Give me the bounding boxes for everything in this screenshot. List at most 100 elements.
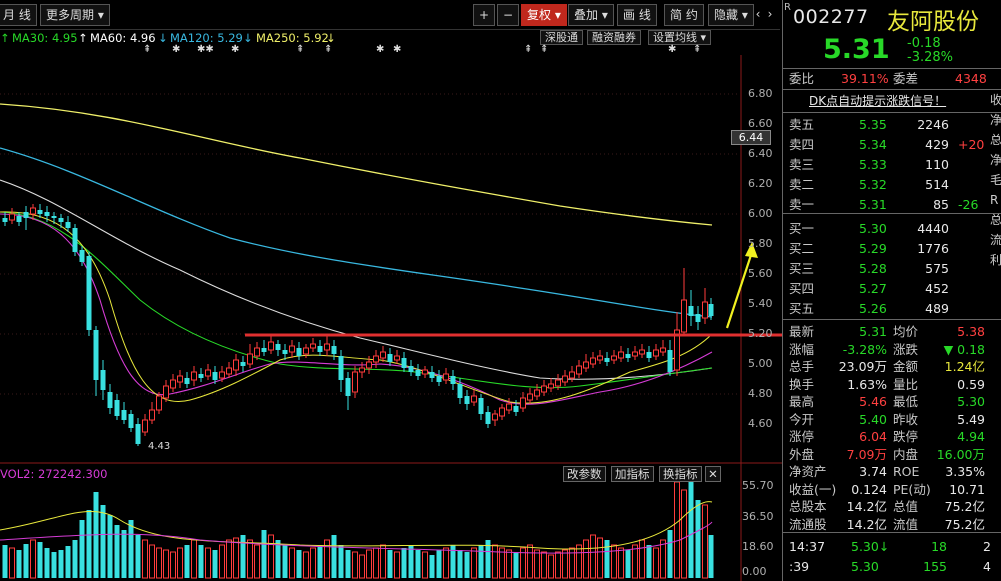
volume-bar [352,551,358,579]
volume-indicator-label: VOL2: 272242.300 [0,467,108,481]
event-marker[interactable]: ⇞ [324,44,333,55]
volume-tick: 0.00 [742,565,767,578]
volume-tick: 18.60 [742,540,774,553]
volume-bar [359,554,365,579]
sh-sz-connect-button[interactable]: 深股通 [540,30,583,45]
candle-body [583,361,589,369]
candle-body [275,344,281,350]
event-marker[interactable]: ✱✱ [197,44,214,55]
hide-button[interactable]: 隐藏 ▾ [708,4,754,26]
stat-label: 昨收 [893,411,919,427]
restore-rights-button[interactable]: 复权 ▾ [521,4,567,26]
cursor-price-badge: 6.44 [731,130,771,145]
candle-body [205,369,211,377]
stat-label: 流值 [893,516,919,532]
volume-bar [387,550,393,578]
stock-code[interactable]: 002277 [793,6,869,28]
event-marker[interactable]: ✱ [172,44,181,55]
candle-body [534,389,540,397]
sell-level-volume: 2246 [917,117,949,132]
stat-value: 14.2亿 [846,516,887,532]
candle-body [548,383,554,389]
candle-body [443,373,449,381]
candle-body [625,354,631,358]
candle-body [436,376,442,382]
volume-bar [541,551,547,579]
candle-body [464,396,470,404]
candle-body [324,343,330,351]
event-marker[interactable]: ✱ [231,44,240,55]
volume-bar [534,549,540,579]
dropdown-arrow-icon: ▾ [741,8,748,22]
next-arrow-icon[interactable]: › [764,4,776,26]
volume-bar [583,539,589,579]
sell-level-price: 5.33 [859,157,887,172]
zoom-in-button[interactable]: + [473,4,495,26]
draw-line-label: 画 线 [623,8,651,22]
margin-trading-button[interactable]: 融资融券 [587,30,641,45]
more-period-dropdown[interactable]: 更多周期 ▾ [40,4,110,26]
candle-body [226,367,232,375]
overlay-button[interactable]: 叠加 ▾ [568,4,614,26]
candle-body [359,367,365,373]
dk-signal-link[interactable]: DK点自动提示涨跌信号！ [809,94,947,108]
month-line-tab[interactable]: 月 线 [0,4,37,26]
ma60-line [0,179,713,380]
wei-cha-label: 委差 [893,71,919,86]
event-marker[interactable]: ✱ [393,44,402,55]
change-params-button[interactable]: 改参数 [563,466,606,482]
event-marker[interactable]: ⇞ [143,44,152,55]
volume-bar [597,537,603,579]
buy-level-volume: 575 [925,261,949,276]
prev-arrow-icon[interactable]: ‹ [752,4,764,26]
event-marker[interactable]: ⇞ [693,44,702,55]
event-marker[interactable]: ✱ [376,44,385,55]
candle-body [317,346,323,352]
event-marker[interactable]: ⇞ [540,44,549,55]
volume-bar [485,540,491,578]
volume-bar [240,535,246,578]
wei-cha-value: 4348 [955,71,987,86]
ma-10-line [0,211,713,404]
add-indicator-button[interactable]: 加指标 [611,466,654,482]
volume-bar [688,470,694,578]
stock-name[interactable]: 友阿股份 [887,9,979,35]
buy-level-price: 5.30 [859,221,887,236]
volume-bar [317,545,323,578]
event-marker[interactable]: ⇞ [296,44,305,55]
price-tick: 6.20 [748,177,773,190]
candle-body [212,372,218,380]
ma120-line [0,147,713,318]
volume-bar [632,544,638,579]
switch-indicator-button[interactable]: 换指标 [659,466,702,482]
close-icon[interactable]: ✕ [705,466,721,482]
volume-bar [219,544,225,579]
volume-bar [268,534,274,579]
set-ma-button[interactable]: 设置均线 ▾ [648,30,712,45]
candlestick-chart[interactable] [0,0,782,581]
quote-panel: R 002277 友阿股份 5.31 -0.18 -3.28% 委比 39.11… [782,0,1001,581]
sell-level-label: 卖一 [789,197,815,212]
event-marker[interactable]: ⇞ [524,44,533,55]
volume-bar [499,547,505,579]
candle-body [499,407,505,417]
draw-line-button[interactable]: 画 线 [617,4,657,26]
brief-button[interactable]: 简 约 [664,4,704,26]
ma120-trend-icon: ↓ [243,31,253,45]
sell-level-volume: 85 [933,197,949,212]
volume-tick: 36.50 [742,510,774,523]
volume-bar [163,549,169,579]
stat-label: 换手 [789,376,815,392]
month-line-label: 月 线 [3,8,31,22]
zoom-out-button[interactable]: − [497,4,519,26]
stat-value: 0.124 [851,481,887,497]
volume-bar [345,550,351,578]
overlay-label: 叠加 [574,8,599,22]
volume-bar [205,547,211,579]
candle-body [331,346,337,354]
candle-body [72,228,78,252]
stat-label: 收益(一) [789,481,837,497]
candle-body [660,347,666,353]
event-marker[interactable]: ✱ [668,44,677,55]
next-label: › [767,7,773,21]
